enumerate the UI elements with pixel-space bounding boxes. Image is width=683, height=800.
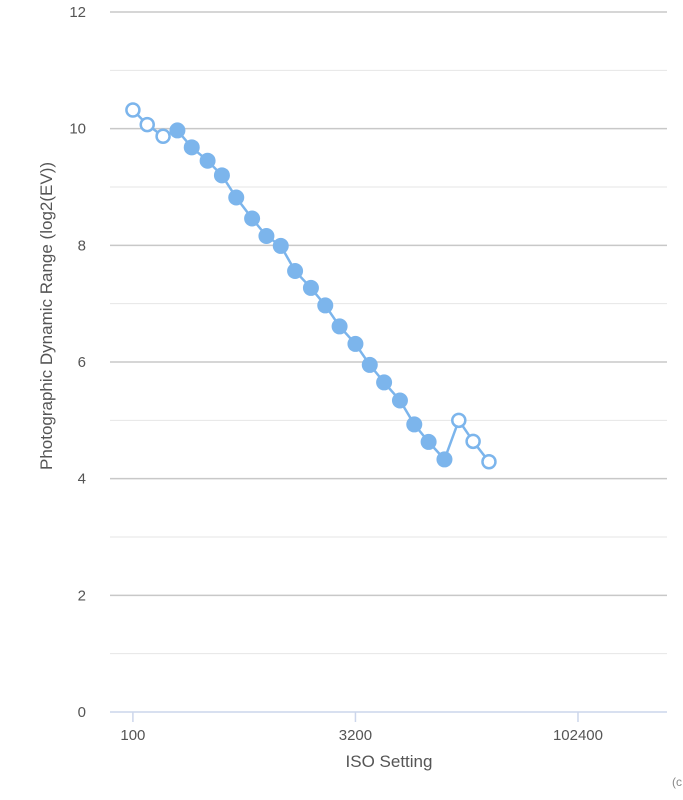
data-point [258,228,275,244]
data-point [391,392,408,409]
data-point-open [481,454,497,470]
x-axis-tick-labels: 100 3200 102400 [120,727,603,744]
data-point [199,152,216,169]
data-point [406,416,423,433]
data-point-open [451,412,467,429]
x-axis-title: ISO Setting [346,752,433,771]
data-point-open [125,102,141,118]
data-point [183,139,200,156]
y-tick-label: 6 [78,354,86,371]
series-points [125,102,497,470]
credit-text[interactable]: (c [672,775,682,789]
y-axis-title: Photographic Dynamic Range (log2(EV)) [37,162,56,470]
data-point [317,297,334,314]
y-tick-label: 0 [78,704,86,721]
grid-lines [110,11,667,655]
x-tick-label: 102400 [553,727,603,744]
data-point [272,237,289,254]
data-point-open [155,128,171,144]
y-tick-label: 10 [69,121,86,138]
data-point [228,189,245,206]
data-point [347,335,364,352]
data-point [302,279,319,296]
y-tick-label: 4 [78,471,86,488]
x-tick-label: 100 [120,727,145,744]
y-axis-tick-labels: 0 2 4 6 8 10 12 [69,4,86,721]
data-point [420,433,437,450]
data-point [331,318,348,335]
data-point [169,122,186,139]
data-point [376,374,393,391]
data-point [244,210,261,227]
data-point-open [465,433,481,450]
y-tick-label: 12 [69,4,86,21]
x-axis-ticks [132,712,579,722]
data-point [213,167,230,184]
x-tick-label: 3200 [339,727,372,744]
y-tick-label: 8 [78,237,86,254]
data-point [361,356,378,373]
y-tick-label: 2 [78,587,86,604]
data-point [287,263,304,279]
data-point [436,451,453,468]
data-point-open [139,116,155,133]
